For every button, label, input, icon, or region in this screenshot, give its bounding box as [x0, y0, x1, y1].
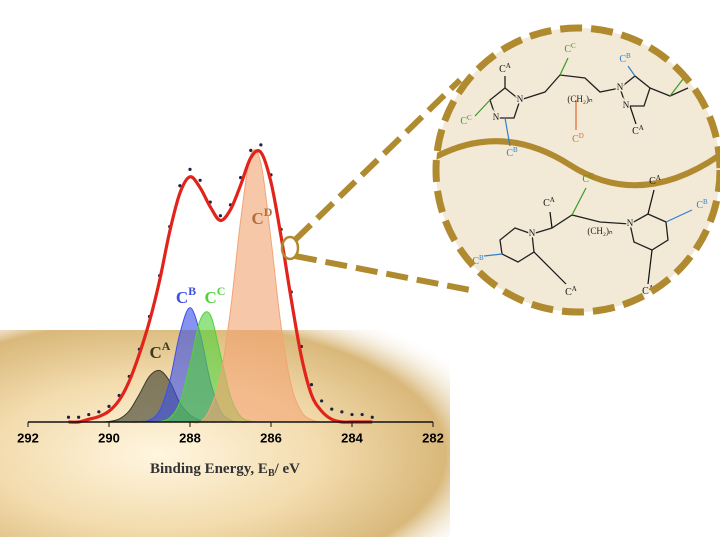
peak-label: CC [205, 284, 226, 307]
x-axis-label-part: / eV [274, 461, 301, 477]
carbon-label-sup: A [550, 196, 555, 204]
peak-label-base: C [176, 288, 188, 307]
carbon-label-sup: B [479, 254, 484, 262]
x-axis-label: Binding Energy, EB/ eV [150, 461, 300, 479]
atom-label: N [617, 82, 624, 92]
peak-label: CB [176, 284, 196, 307]
peak-label-sup: C [217, 284, 226, 298]
data-point [199, 179, 202, 182]
x-tick-label: 286 [260, 430, 282, 445]
peak-label-sup: A [162, 339, 171, 353]
figure: CACBCCCD292290288286284282Binding Energy… [0, 0, 720, 537]
x-axis-label-part: Binding Energy, E [150, 461, 268, 477]
carbon-label: CC [691, 56, 703, 70]
atom-label: N [517, 94, 524, 104]
carbon-label-sup: C [571, 42, 576, 50]
data-point [188, 168, 191, 171]
carbon-label-sup: C [467, 114, 472, 122]
peak-label-base: C [150, 343, 162, 362]
data-point [350, 413, 353, 416]
data-point [249, 149, 252, 152]
peak-label-base: C [252, 209, 264, 228]
data-point [340, 410, 343, 413]
data-point [107, 405, 110, 408]
x-tick-label: 282 [422, 430, 444, 445]
peak-label-base: C [205, 288, 217, 307]
chain-label: (CH₂)ₙ [567, 94, 593, 104]
carbon-label-base: C [691, 58, 698, 69]
carbon-label-sup: A [639, 124, 644, 132]
carbon-label-sup: B [513, 146, 518, 154]
peak-label-sup: B [188, 284, 196, 298]
x-tick-label: 284 [341, 430, 363, 445]
x-tick-label: 292 [17, 430, 39, 445]
data-point [87, 413, 90, 416]
atom-label: N [627, 218, 634, 228]
atom-label: N [493, 112, 500, 122]
carbon-label-sup: D [579, 132, 584, 140]
carbon-label-sup: A [572, 285, 577, 293]
carbon-label-sup: A [506, 62, 511, 70]
data-point [320, 399, 323, 402]
carbon-label-sup: B [703, 198, 708, 206]
carbon-label-sup: B [626, 52, 631, 60]
data-point [330, 408, 333, 411]
x-tick-label: 288 [179, 430, 201, 445]
data-point [371, 416, 374, 419]
atom-label: N [529, 228, 536, 238]
data-point [219, 214, 222, 217]
atom-label: N [623, 100, 630, 110]
data-point [67, 416, 70, 419]
data-point [310, 383, 313, 386]
chain-label: (CH₂)ₙ [587, 226, 613, 236]
data-point [361, 413, 364, 416]
carbon-label-sup: C [589, 172, 594, 180]
peak-label-sup: D [264, 205, 273, 219]
data-point [259, 143, 262, 146]
carbon-label-sup: A [656, 174, 661, 182]
x-tick-label: 290 [98, 430, 120, 445]
data-point [77, 416, 80, 419]
data-point [97, 410, 100, 413]
carbon-label-sup: C [698, 56, 703, 64]
